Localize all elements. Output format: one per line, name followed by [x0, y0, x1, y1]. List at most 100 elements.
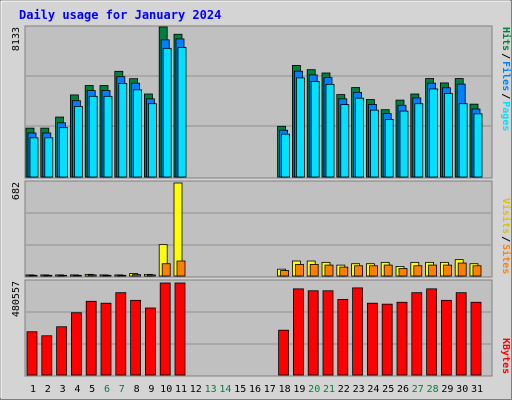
y-max-label-visits: 682: [11, 182, 22, 200]
bar-kbytes-day-28: [426, 288, 438, 376]
bar-kbytes-day-22: [337, 298, 349, 376]
bar-pages-day-9: [147, 103, 157, 178]
bar-sites-day-4: [73, 274, 82, 277]
x-tick-label-day-11: 11: [175, 384, 187, 395]
bar-pages-day-29: [443, 93, 453, 178]
x-tick-label-day-27: 27: [412, 384, 424, 395]
bar-kbytes-day-20: [307, 290, 319, 376]
bar-pages-day-31: [473, 113, 483, 178]
bar-kbytes-day-11: [174, 282, 186, 376]
x-tick-label-day-19: 19: [293, 384, 305, 395]
x-tick-label-day-13: 13: [205, 384, 217, 395]
bar-kbytes-day-25: [381, 303, 393, 376]
legend-hits-files-pages: Hits / Files / Pages: [500, 27, 512, 131]
bar-sites-day-20: [309, 264, 319, 277]
y-max-label-hits: 8133: [11, 27, 22, 51]
x-tick-label-day-17: 17: [264, 384, 276, 395]
bar-pages-day-19: [295, 77, 305, 178]
bar-pages-day-10: [162, 47, 172, 178]
x-tick-label-day-31: 31: [471, 384, 483, 395]
bar-sites-day-26: [398, 268, 408, 277]
legend-sep-1: /: [500, 53, 511, 59]
bar-pages-day-8: [133, 89, 143, 178]
bar-sites-day-31: [472, 265, 482, 277]
bar-sites-day-10: [161, 263, 171, 277]
bar-pages-day-28: [429, 88, 439, 178]
bar-pages-day-7: [118, 83, 128, 178]
bar-pages-day-21: [325, 83, 335, 178]
bar-kbytes-day-9: [144, 307, 156, 376]
bar-kbytes-day-31: [470, 301, 482, 376]
x-tick-label-day-3: 3: [60, 384, 66, 395]
bar-kbytes-day-23: [352, 287, 364, 376]
x-tick-label-day-22: 22: [338, 384, 350, 395]
bar-kbytes-day-24: [366, 302, 378, 376]
bar-pages-day-22: [340, 104, 350, 178]
bar-pages-day-5: [88, 95, 98, 178]
x-tick-label-day-20: 20: [308, 384, 320, 395]
x-tick-labels: 1 2 3 4 5 6 7 8 9 10 11 12 13 14 15 16 17 18 19 20 21 22 23 24 2…: [30, 384, 483, 395]
bar-sites-day-24: [368, 265, 378, 277]
x-tick-label-day-16: 16: [249, 384, 261, 395]
x-tick-label-day-8: 8: [134, 384, 140, 395]
x-tick-label-day-7: 7: [119, 384, 125, 395]
legend-visits: Visits: [500, 198, 512, 234]
legend-visits-sites: Visits / Sites: [500, 198, 512, 274]
bar-sites-day-29: [442, 264, 452, 277]
bar-sites-day-11: [176, 260, 186, 277]
x-tick-label-day-14: 14: [219, 384, 231, 395]
legend-sep-2: /: [500, 93, 511, 99]
x-tick-label-day-15: 15: [234, 384, 246, 395]
bar-kbytes-day-4: [71, 312, 82, 376]
legend-kbytes: KBytes: [500, 338, 511, 374]
bars: [25, 26, 483, 376]
x-tick-label-day-10: 10: [160, 384, 172, 395]
bar-pages-day-25: [384, 118, 394, 178]
bar-sites-day-3: [58, 274, 67, 277]
bar-sites-day-8: [132, 274, 142, 277]
bar-sites-day-25: [383, 264, 393, 277]
bar-pages-day-30: [458, 103, 468, 178]
bar-pages-day-4: [74, 106, 83, 178]
x-tick-label-day-18: 18: [279, 384, 291, 395]
bar-pages-day-11: [177, 47, 187, 178]
bar-sites-day-28: [428, 264, 438, 277]
bar-pages-day-3: [59, 127, 68, 178]
bar-kbytes-day-5: [85, 300, 97, 376]
bar-pages-day-18: [281, 133, 291, 178]
x-tick-label-day-4: 4: [74, 384, 80, 395]
bar-pages-day-23: [355, 97, 365, 178]
bar-kbytes-day-7: [115, 292, 127, 376]
bar-kbytes-day-21: [322, 290, 334, 376]
x-tick-label-day-2: 2: [45, 384, 51, 395]
bar-kbytes-day-29: [440, 299, 452, 376]
panel-visits-sites: [24, 180, 493, 278]
legend-hits: Hits: [500, 27, 512, 51]
x-tick-label-day-1: 1: [30, 384, 36, 395]
x-tick-label-day-24: 24: [367, 384, 379, 395]
x-tick-label-day-9: 9: [148, 384, 154, 395]
y-max-label-kbytes: 480557: [11, 281, 22, 317]
bar-sites-day-19: [294, 264, 304, 277]
bar-kbytes-day-3: [56, 326, 67, 376]
x-tick-label-day-26: 26: [397, 384, 409, 395]
bar-pages-day-1: [29, 137, 39, 178]
bar-kbytes-day-8: [130, 299, 142, 376]
bar-kbytes-day-26: [396, 301, 408, 376]
x-tick-label-day-5: 5: [89, 384, 95, 395]
x-tick-label-day-23: 23: [353, 384, 365, 395]
bar-pages-day-27: [414, 103, 424, 178]
bar-kbytes-day-6: [100, 302, 112, 376]
bar-kbytes-day-19: [292, 288, 304, 376]
bar-kbytes-day-30: [455, 292, 467, 376]
bar-kbytes-day-18: [278, 329, 290, 376]
x-tick-label-day-21: 21: [323, 384, 335, 395]
bar-sites-day-23: [354, 265, 364, 277]
x-tick-label-day-30: 30: [456, 384, 468, 395]
bar-pages-day-20: [310, 81, 320, 178]
legend-pages: Pages: [500, 101, 511, 131]
x-tick-label-day-28: 28: [427, 384, 439, 395]
bar-sites-day-7: [117, 274, 127, 277]
